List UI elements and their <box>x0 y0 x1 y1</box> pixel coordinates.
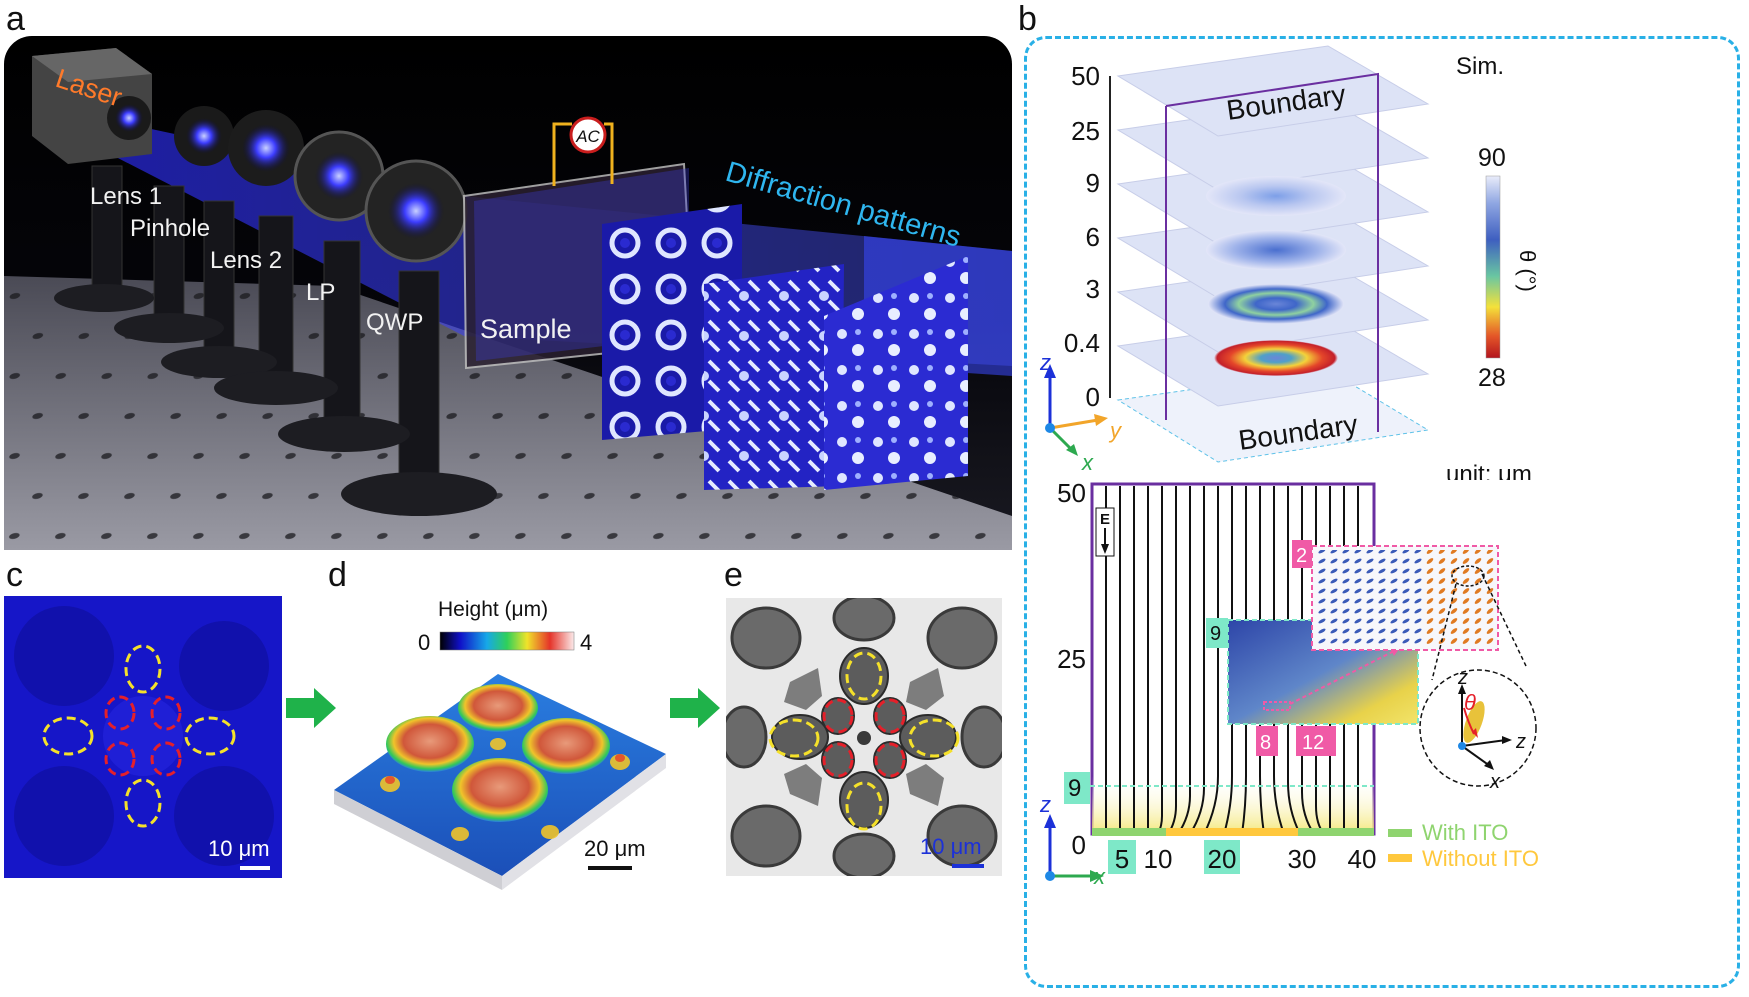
arrow-c-to-d <box>286 688 336 733</box>
molecule-z: z <box>1457 667 1468 689</box>
panel-d-letter: d <box>328 556 347 594</box>
field-xtick-20: 20 <box>1208 844 1237 874</box>
e-field-label: E <box>1100 511 1110 528</box>
d-colorbar-max: 4 <box>580 630 592 655</box>
axis3d-y: y <box>1108 418 1123 443</box>
layer-tick-25: 25 <box>1071 116 1100 146</box>
panel-e-image: 10 μm <box>720 594 1008 880</box>
field-ytick-0: 0 <box>1072 830 1086 860</box>
d-colorbar-title: Height (μm) <box>438 598 548 621</box>
field-xtick-10: 10 <box>1144 844 1173 874</box>
theta-angle-label: θ <box>1464 690 1476 715</box>
panel-b-frame <box>1024 36 1740 988</box>
colorbar-max: 90 <box>1478 144 1506 172</box>
layer-stack-figure: 50 25 9 6 3 0.4 0 Boundary Boundary z y … <box>1039 45 1540 488</box>
field-axis-z: z <box>1039 792 1051 817</box>
pinhole-label: Pinhole <box>130 215 210 242</box>
layer-tick-6: 6 <box>1086 222 1100 252</box>
e-scale-bar <box>952 864 984 868</box>
marker-2: 2 <box>1296 545 1307 567</box>
marker-9: 9 <box>1068 775 1081 802</box>
height-colorbar <box>439 631 575 651</box>
panel-d-image: Height (μm) 0 4 20 μm <box>330 594 670 894</box>
colorbar-label: θ (°) <box>1515 250 1540 292</box>
optical-setup-render: AC Laser Lens 1 Pinhole Lens 2 LP QWP Sa… <box>4 36 1012 550</box>
sample-label: Sample <box>480 314 572 344</box>
sim-label: Sim. <box>1456 53 1504 80</box>
d-colorbar-min: 0 <box>418 630 430 655</box>
c-scale-label: 10 μm <box>208 836 270 861</box>
layer-tick-3: 3 <box>1086 274 1100 304</box>
marker-8: 8 <box>1260 732 1271 754</box>
panel-a-letter: a <box>6 0 25 38</box>
panel-e-letter: e <box>724 556 743 594</box>
ac-label: AC <box>575 127 600 146</box>
c-scale-bar <box>240 866 270 870</box>
panel-c-letter: c <box>6 556 23 594</box>
field-line-figure: E z z x θ 2 9 8 12 9 50 25 0 5 <box>1039 478 1539 889</box>
layer-tick-50: 50 <box>1071 61 1100 91</box>
marker-12: 12 <box>1302 732 1324 754</box>
panel-b-field: E z z x θ 2 9 8 12 9 50 25 0 5 <box>1028 476 1738 992</box>
field-xtick-30: 30 <box>1288 844 1317 874</box>
field-xtick-5: 5 <box>1115 844 1129 874</box>
qwp-label: QWP <box>366 309 423 336</box>
panel-a-figure: AC Laser Lens 1 Pinhole Lens 2 LP QWP Sa… <box>4 36 1012 550</box>
molecule-x: x <box>1489 771 1501 793</box>
panel-c-image: 10 μm <box>4 596 282 878</box>
arrow-d-to-e <box>670 688 720 733</box>
d-scale-label: 20 μm <box>584 836 646 861</box>
panel-b-layers: 50 25 9 6 3 0.4 0 Boundary Boundary z y … <box>1028 40 1738 488</box>
field-axis-x: x <box>1093 864 1106 889</box>
theta-colorbar <box>1485 175 1501 359</box>
field-ytick-25: 25 <box>1057 644 1086 674</box>
layer-tick-0: 0 <box>1086 382 1100 412</box>
inset-marker-9: 9 <box>1210 623 1221 645</box>
molecule-y: z <box>1515 731 1526 753</box>
e-scale-label: 10 μm <box>920 834 982 859</box>
colorbar-min: 28 <box>1478 364 1506 392</box>
field-ytick-50: 50 <box>1057 478 1086 508</box>
layer-tick-0-4: 0.4 <box>1064 328 1100 358</box>
lens1-label: Lens 1 <box>90 183 162 210</box>
axis3d-x: x <box>1081 450 1094 475</box>
legend-with-ito: With ITO <box>1422 820 1508 845</box>
d-scale-bar <box>588 866 632 870</box>
layer-tick-9: 9 <box>1086 168 1100 198</box>
axis3d-z: z <box>1039 350 1051 375</box>
panel-b-letter: b <box>1018 0 1037 38</box>
lp-label: LP <box>306 279 335 306</box>
legend-without-ito: Without ITO <box>1422 846 1539 871</box>
lens2-label: Lens 2 <box>210 247 282 274</box>
field-xtick-40: 40 <box>1348 844 1377 874</box>
